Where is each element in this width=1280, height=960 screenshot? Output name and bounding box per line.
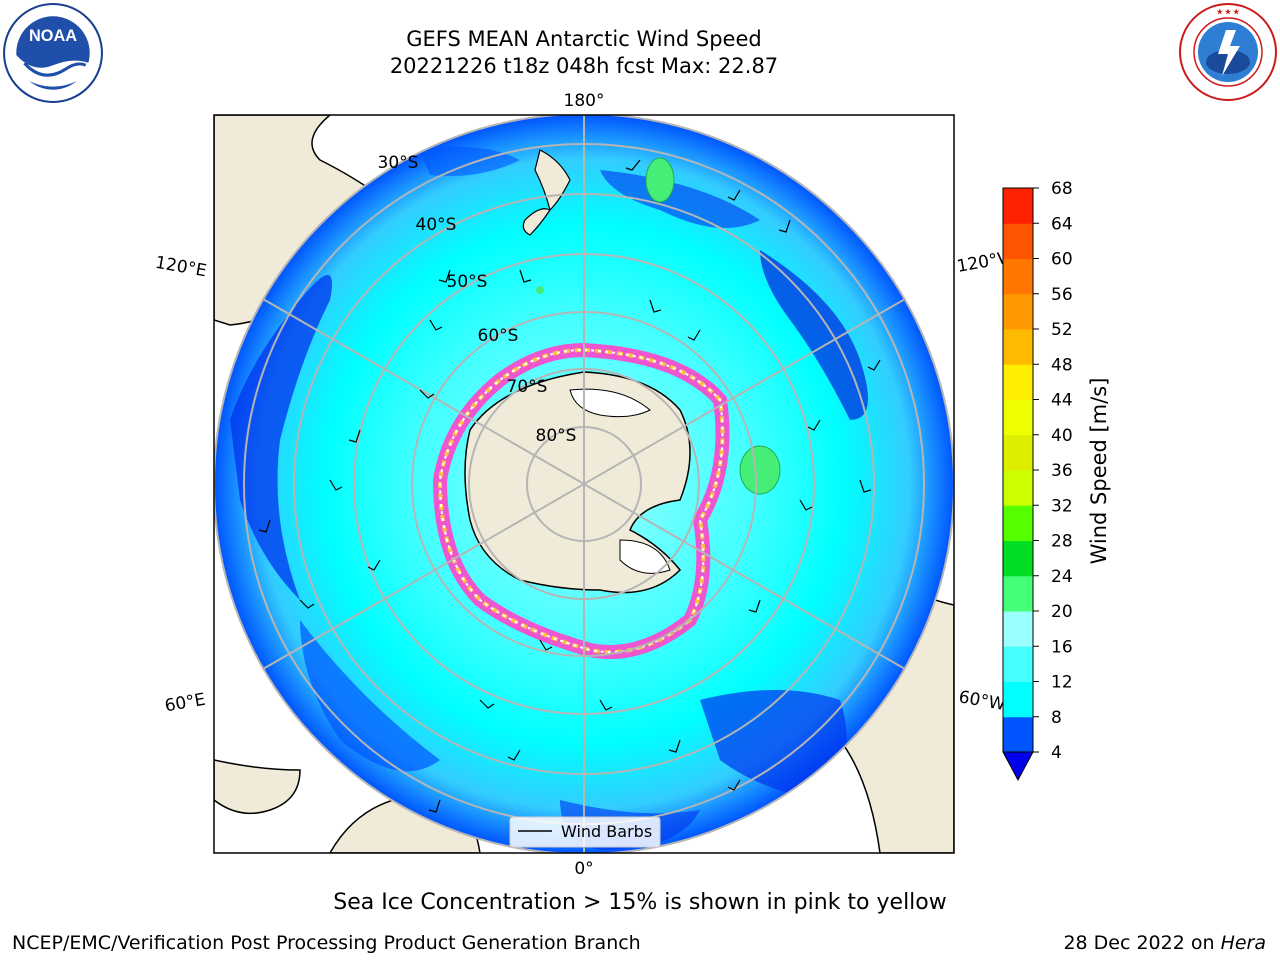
meridian-60e-120w [262, 298, 906, 670]
colorbar-segment [1003, 188, 1033, 224]
sea-ice-extent [432, 342, 730, 659]
wind-barbs [258, 159, 881, 813]
colorbar-segment [1003, 646, 1033, 682]
colorbar-segment [1003, 293, 1033, 330]
graticule [214, 115, 954, 853]
colorbar-segment [1003, 716, 1033, 753]
colorbar-tick-label: 48 [1051, 355, 1073, 375]
colorbar-segment [1003, 223, 1033, 259]
lat-label-30s: 30°S [378, 153, 419, 173]
colorbar-tick-label: 68 [1051, 179, 1073, 199]
colorbar-segment [1003, 540, 1033, 577]
colorbar-tick-label: 4 [1051, 743, 1062, 763]
lon-label-60e: 60°E [163, 690, 207, 717]
colorbar-tick-label: 40 [1051, 426, 1073, 446]
footer-date-text: 28 Dec 2022 on [1063, 932, 1221, 954]
colorbar-tick-label: 12 [1051, 673, 1073, 693]
colorbar-tick-label: 8 [1051, 708, 1062, 728]
colorbar-segment [1003, 611, 1033, 647]
lon-label-0: 0° [574, 859, 593, 879]
svg-text:★ ★ ★: ★ ★ ★ [1217, 8, 1240, 16]
colorbar-segment [1003, 399, 1033, 436]
colorbar-tick-label: 60 [1051, 250, 1073, 270]
noaa-logo-text: NOAA [29, 27, 77, 45]
sea-ice-caption: Sea Ice Concentration > 15% is shown in … [333, 890, 947, 915]
new-zealand-south-island [522, 208, 551, 236]
footer-credit: NCEP/EMC/Verification Post Processing Pr… [12, 932, 641, 954]
colorbar-segment [1003, 470, 1033, 506]
colorbar-segment [1003, 681, 1033, 718]
colorbar-tick-label: 24 [1051, 567, 1073, 587]
colorbar-tick-label: 32 [1051, 496, 1073, 516]
colorbar-tick-label: 28 [1051, 532, 1073, 552]
colorbar-label: Wind Speed [m/s] [1087, 378, 1111, 565]
map-frame [213, 114, 955, 854]
colorbar-segment [1003, 329, 1033, 365]
colorbar-tick-label: 56 [1051, 285, 1073, 305]
colorbar-tick-label: 52 [1051, 320, 1073, 340]
lon-label-180: 180° [564, 91, 605, 111]
colorbar-tick-label: 36 [1051, 461, 1073, 481]
legend: Wind Barbs [509, 816, 661, 848]
lat-label-60s: 60°S [478, 326, 519, 346]
colorbar-segment [1003, 364, 1033, 400]
ross-ice-shelf [569, 388, 651, 418]
lat-label-50s: 50°S [447, 272, 488, 292]
wind-speed-bands [230, 146, 868, 850]
colorbar-segment [1003, 434, 1033, 471]
chart-title: GEFS MEAN Antarctic Wind Speed [406, 27, 762, 51]
colorbar-tick-label: 64 [1051, 214, 1073, 234]
colorbar-extend-arrow [1002, 751, 1034, 782]
nws-logo: ★ ★ ★ [1179, 3, 1277, 101]
lat-label-70s: 70°S [507, 377, 548, 397]
colorbar-segment [1003, 258, 1033, 295]
lat-label-80s: 80°S [536, 426, 577, 446]
weddell-ice-shelf [619, 539, 671, 574]
chart-subtitle: 20221226 t18z 048h fcst Max: 22.87 [389, 54, 779, 78]
footer-machine: Hera [1220, 932, 1266, 954]
colorbar-segment [1003, 575, 1033, 612]
colorbar-segment [1003, 505, 1033, 541]
lat-label-40s: 40°S [416, 215, 457, 235]
lon-label-60w: 60°W [957, 687, 1007, 715]
legend-label: Wind Barbs [561, 822, 652, 841]
antarctica-landmass [464, 371, 691, 594]
colorbar-tick-label: 44 [1051, 391, 1073, 411]
lon-label-120e: 120°E [154, 253, 208, 282]
colorbar-tick-label: 16 [1051, 637, 1073, 657]
noaa-logo: NOAA [3, 3, 103, 103]
colorbar-tick-label: 20 [1051, 602, 1073, 622]
footer-date: 28 Dec 2022 on Hera [1063, 932, 1266, 954]
